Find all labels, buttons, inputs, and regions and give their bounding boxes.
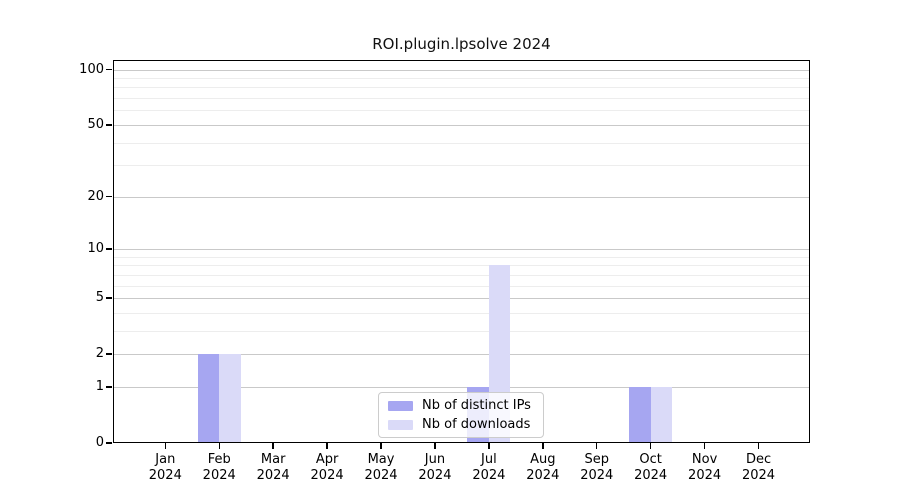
legend-swatch-distinct-ips [388, 400, 413, 411]
minor-gridline [113, 87, 810, 89]
legend-label-distinct-ips: Nb of distinct IPs [422, 398, 531, 413]
y-tick-label: 5 [95, 290, 104, 306]
legend-item-distinct-ips: Nb of distinct IPs [388, 398, 534, 413]
legend-label-downloads: Nb of downloads [422, 417, 531, 432]
minor-gridline [113, 274, 810, 276]
x-tick-label: May 2024 [364, 452, 398, 483]
major-gridline [113, 354, 810, 356]
x-tick-mark [649, 443, 652, 449]
bar-feb-2024-distinct-ips [197, 354, 220, 443]
minor-gridline [113, 256, 810, 258]
chart-title: ROI.plugin.lpsolve 2024 [372, 35, 551, 53]
y-tick-label: 50 [87, 116, 104, 132]
major-gridline [113, 124, 810, 126]
x-tick-mark [488, 443, 490, 449]
minor-gridline [113, 110, 810, 112]
x-tick-label: Mar 2024 [256, 452, 290, 483]
bar-oct-2024-downloads [650, 386, 673, 443]
x-tick-label: Jul 2024 [472, 452, 506, 483]
y-tick-mark [106, 195, 112, 198]
y-tick-mark [106, 442, 112, 444]
y-tick-label: 1 [95, 378, 104, 394]
plot-area [113, 60, 810, 443]
y-tick-label: 100 [79, 61, 104, 77]
y-tick-mark [106, 386, 112, 388]
legend: Nb of distinct IPs Nb of downloads [378, 392, 544, 438]
x-tick-label: Aug 2024 [526, 452, 560, 483]
x-tick-mark [164, 443, 166, 449]
bar-feb-2024-downloads [219, 354, 241, 443]
minor-gridline [113, 285, 810, 287]
x-tick-mark [703, 443, 706, 449]
y-tick-mark [106, 124, 112, 126]
minor-gridline [113, 142, 810, 144]
y-tick-label: 10 [87, 241, 104, 256]
x-tick-mark [596, 443, 598, 449]
x-tick-label: Dec 2024 [741, 452, 776, 483]
legend-item-downloads: Nb of downloads [388, 417, 534, 432]
x-tick-label: Apr 2024 [310, 452, 344, 483]
y-tick-mark [106, 248, 112, 250]
x-tick-label: Oct 2024 [634, 452, 668, 483]
y-tick-mark [106, 353, 112, 355]
x-tick-mark [272, 443, 274, 449]
y-tick-mark [106, 68, 112, 71]
minor-gridline [113, 265, 810, 267]
x-tick-mark [757, 443, 760, 449]
minor-gridline [113, 98, 810, 100]
x-tick-label: Jan 2024 [148, 452, 182, 483]
y-tick-label: 0 [95, 435, 104, 450]
x-tick-mark [218, 443, 220, 449]
minor-gridline [113, 330, 810, 332]
x-tick-mark [326, 443, 328, 449]
x-tick-label: Sep 2024 [580, 452, 614, 483]
major-gridline [113, 386, 810, 388]
x-tick-mark [380, 443, 382, 449]
x-tick-label: Feb 2024 [202, 452, 236, 483]
minor-gridline [113, 78, 810, 80]
legend-swatch-downloads [388, 419, 413, 430]
major-gridline [113, 196, 810, 198]
bar-oct-2024-distinct-ips [629, 386, 651, 443]
y-tick-mark [106, 297, 112, 299]
major-gridline [113, 69, 810, 71]
minor-gridline [113, 165, 810, 167]
major-gridline [113, 298, 810, 300]
x-tick-label: Nov 2024 [688, 452, 722, 483]
minor-gridline [113, 312, 810, 314]
major-gridline [113, 249, 810, 250]
y-tick-label: 20 [87, 188, 104, 204]
x-tick-label: Jun 2024 [418, 452, 452, 483]
x-tick-mark [434, 443, 436, 449]
y-tick-label: 2 [95, 346, 104, 362]
x-tick-mark [542, 443, 544, 449]
